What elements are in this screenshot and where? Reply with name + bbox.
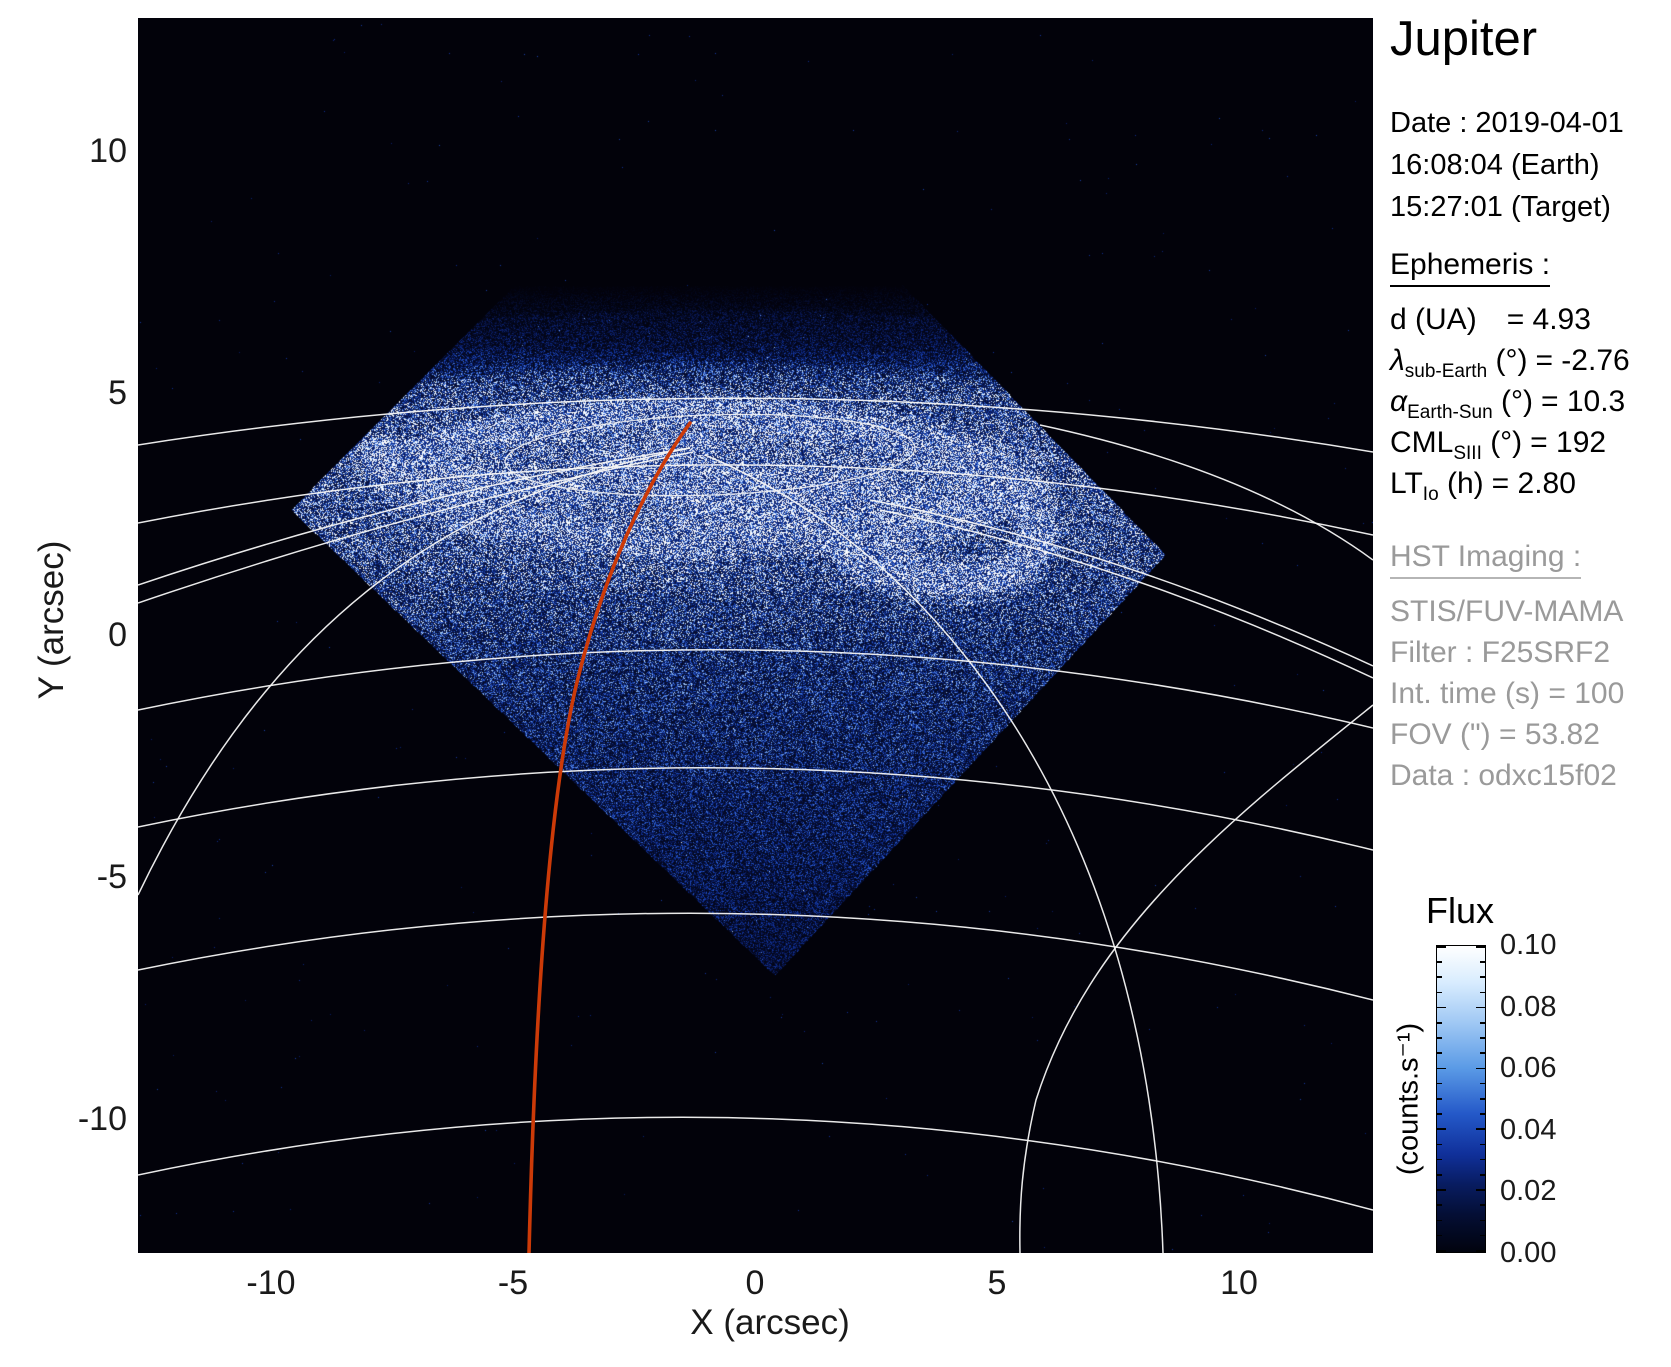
colorbar-tick-mark: [1437, 1128, 1446, 1130]
hst-imaging-lines: STIS/FUV-MAMA Filter : F25SRF2 Int. time (…: [1390, 591, 1624, 796]
y-tick-label: 0: [27, 615, 127, 655]
ephemeris-row: CMLSIII (°) = 192: [1390, 422, 1630, 463]
colorbar-tick-mark: [1476, 1007, 1485, 1009]
colorbar-tick-mark: [1437, 961, 1442, 963]
y-tick-label: 5: [27, 373, 127, 413]
colorbar-tick-mark: [1437, 1098, 1442, 1100]
hst-imaging-line: STIS/FUV-MAMA: [1390, 591, 1624, 632]
graticule-line: [138, 398, 1373, 452]
graticule-line: [138, 448, 690, 895]
colorbar-tick-mark: [1480, 1235, 1485, 1237]
graticule-line: [1020, 705, 1373, 1253]
colorbar-tick-mark: [1480, 1083, 1485, 1085]
colorbar-tick-mark: [1437, 1022, 1442, 1024]
colorbar-tick-mark: [1437, 1250, 1446, 1252]
colorbar-tick-mark: [1437, 1235, 1442, 1237]
colorbar-tick-mark: [1437, 1007, 1446, 1009]
colorbar-tick-label: 0.08: [1500, 987, 1610, 1027]
colorbar-tick-label: 0.04: [1500, 1110, 1610, 1150]
ephemeris-row: LTIo (h) = 2.80: [1390, 463, 1630, 504]
polar-latitude-ring: [504, 408, 917, 502]
colorbar-tick-mark: [1437, 992, 1442, 994]
colorbar-tick-mark: [1480, 1174, 1485, 1176]
ephemeris-heading: Ephemeris :: [1390, 248, 1550, 287]
hst-imaging-heading: HST Imaging :: [1390, 540, 1581, 579]
red-meridian-line: [529, 423, 690, 1253]
colorbar-tick-mark: [1476, 1189, 1485, 1191]
y-tick-label: -5: [27, 857, 127, 897]
colorbar-tick-mark: [1480, 1159, 1485, 1161]
graticule-lines: [138, 398, 1373, 1253]
x-axis-label: X (arcsec): [620, 1303, 920, 1343]
target-time-line: 15:27:01 (Target): [1390, 186, 1624, 228]
colorbar-tick-mark: [1480, 1052, 1485, 1054]
colorbar-tick-mark: [1476, 1068, 1485, 1070]
graticule-line: [138, 913, 1373, 1000]
colorbar: [1436, 945, 1486, 1253]
ephemeris-row: d (UA) = 4.93: [1390, 299, 1630, 340]
y-tick-label: 10: [27, 131, 127, 171]
y-tick-label: -10: [27, 1099, 127, 1139]
hst-imaging-line: Int. time (s) = 100: [1390, 673, 1624, 714]
ephemeris-row: αEarth-Sun (°) = 10.3: [1390, 381, 1630, 422]
colorbar-tick-mark: [1437, 1068, 1446, 1070]
graticule-line: [138, 465, 1373, 535]
ephemeris-rows: d (UA) = 4.93 λsub-Earth (°) = -2.76 αEarth-…: [1390, 299, 1630, 504]
graticule-line: [880, 510, 1373, 678]
colorbar-tick-label: 0.06: [1500, 1048, 1610, 1088]
hst-imaging-line: FOV (") = 53.82: [1390, 714, 1624, 755]
colorbar-tick-mark: [1437, 1220, 1442, 1222]
colorbar-tick-mark: [1437, 1144, 1442, 1146]
colorbar-tick-mark: [1437, 976, 1442, 978]
colorbar-tick-mark: [1476, 1250, 1485, 1252]
colorbar-tick-mark: [1437, 1052, 1442, 1054]
colorbar-tick-mark: [1480, 976, 1485, 978]
graticule-line: [138, 768, 1373, 850]
date-block: Date : 2019-04-01 16:08:04 (Earth) 15:27…: [1390, 102, 1624, 228]
x-tick-label: 5: [927, 1263, 1067, 1303]
earth-time-line: 16:08:04 (Earth): [1390, 144, 1624, 186]
colorbar-tick-mark: [1480, 992, 1485, 994]
colorbar-tick-mark: [1480, 1204, 1485, 1206]
colorbar-tick-mark: [1480, 1113, 1485, 1115]
hst-imaging-line: Filter : F25SRF2: [1390, 632, 1624, 673]
colorbar-tick-mark: [1480, 1144, 1485, 1146]
plot-area: [138, 18, 1373, 1253]
colorbar-tick-mark: [1480, 961, 1485, 963]
colorbar-tick-mark: [1480, 1220, 1485, 1222]
colorbar-tick-mark: [1480, 1037, 1485, 1039]
x-tick-label: 0: [685, 1263, 825, 1303]
hst-imaging-line: Data : odxc15f02: [1390, 755, 1624, 796]
graticule-line: [138, 650, 1373, 728]
colorbar-tick-mark: [1437, 1189, 1446, 1191]
colorbar-tick-mark: [1437, 1174, 1442, 1176]
ephemeris-row: λsub-Earth (°) = -2.76: [1390, 340, 1630, 381]
colorbar-tick-label: 0.02: [1500, 1171, 1610, 1211]
colorbar-tick-mark: [1437, 1159, 1442, 1161]
colorbar-tick-mark: [1437, 1204, 1442, 1206]
colorbar-tick-mark: [1476, 1128, 1485, 1130]
colorbar-tick-label: 0.00: [1500, 1233, 1610, 1273]
x-tick-label: 10: [1169, 1263, 1309, 1303]
figure-title: Jupiter: [1390, 12, 1537, 66]
graticule-overlay: [138, 18, 1373, 1253]
x-tick-label: -10: [201, 1263, 341, 1303]
colorbar-tick-mark: [1476, 946, 1485, 948]
graticule-line: [138, 1117, 1373, 1210]
colorbar-tick-mark: [1437, 1083, 1442, 1085]
colorbar-tick-mark: [1437, 946, 1446, 948]
colorbar-tick-label: 0.10: [1500, 925, 1610, 965]
figure-page: Y (arcsec) X (arcsec) 10 5 0 -5 -10 -10 -5 0 5 1…: [0, 0, 1671, 1367]
colorbar-tick-mark: [1480, 1098, 1485, 1100]
colorbar-unit: (counts.s⁻¹): [1391, 1023, 1426, 1175]
colorbar-tick-mark: [1437, 1113, 1442, 1115]
graticule-line: [1040, 425, 1373, 560]
date-line: Date : 2019-04-01: [1390, 102, 1624, 144]
graticule-line: [705, 455, 1163, 1253]
x-tick-label: -5: [443, 1263, 583, 1303]
colorbar-tick-mark: [1437, 1037, 1442, 1039]
colorbar-tick-mark: [1480, 1022, 1485, 1024]
